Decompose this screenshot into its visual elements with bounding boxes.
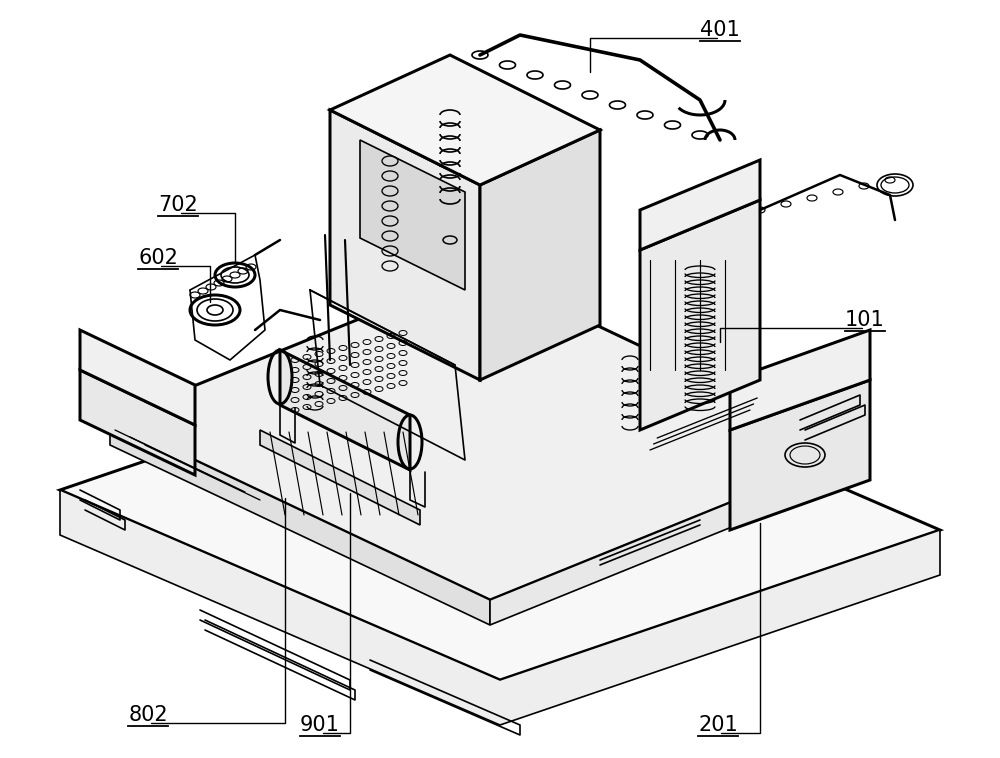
Polygon shape: [640, 200, 760, 430]
Text: 802: 802: [128, 705, 168, 725]
Text: 101: 101: [845, 310, 885, 330]
Polygon shape: [60, 340, 940, 680]
Polygon shape: [280, 350, 410, 470]
Polygon shape: [640, 160, 760, 250]
Polygon shape: [110, 420, 490, 625]
Text: 602: 602: [138, 248, 178, 268]
Polygon shape: [260, 430, 420, 525]
Polygon shape: [480, 130, 600, 380]
Polygon shape: [110, 270, 860, 600]
Polygon shape: [330, 55, 600, 185]
Text: 401: 401: [700, 20, 740, 40]
Polygon shape: [330, 110, 480, 380]
Polygon shape: [730, 330, 870, 430]
Polygon shape: [730, 380, 870, 530]
Text: 901: 901: [300, 715, 340, 735]
Polygon shape: [490, 450, 860, 625]
Polygon shape: [80, 330, 195, 425]
Polygon shape: [60, 490, 940, 725]
Polygon shape: [360, 140, 465, 290]
Text: 201: 201: [698, 715, 738, 735]
Polygon shape: [80, 370, 195, 475]
Text: 702: 702: [158, 195, 198, 215]
